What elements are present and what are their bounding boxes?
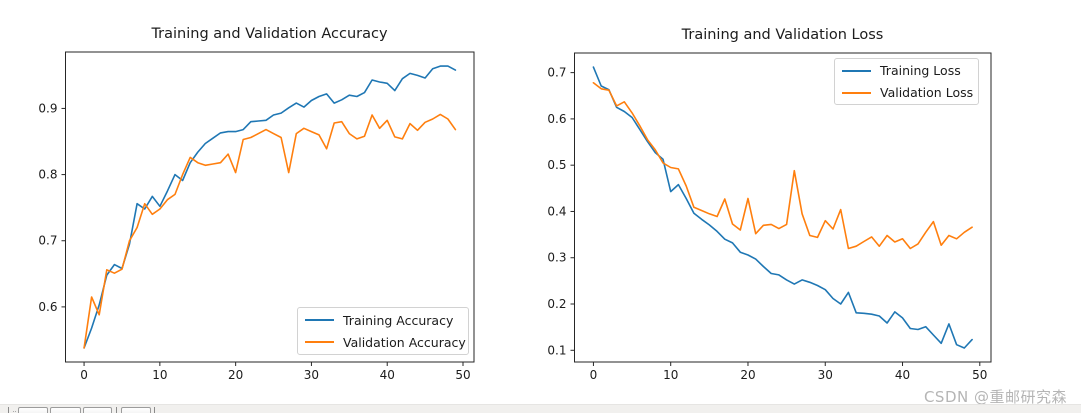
svg-text:0.2: 0.2: [547, 297, 566, 311]
csdn-watermark: CSDN @重邮研究森: [923, 388, 1067, 406]
svg-text:30: 30: [304, 368, 319, 382]
svg-text:10: 10: [152, 368, 167, 382]
loss-legend: Training Loss Validation Loss: [834, 58, 979, 105]
svg-text:0.7: 0.7: [547, 66, 566, 80]
taskbar-button[interactable]: [83, 407, 112, 413]
legend-row-validation-accuracy: Validation Accuracy: [298, 331, 468, 353]
validation-accuracy-line-sample: [305, 341, 334, 343]
svg-text:20: 20: [740, 368, 755, 382]
taskbar-button[interactable]: [121, 407, 151, 413]
taskbar-divider: [154, 407, 155, 413]
taskbar-strip: [0, 404, 1081, 413]
legend-label: Training Loss: [880, 63, 961, 78]
taskbar-button[interactable]: [18, 407, 48, 413]
svg-text:0.8: 0.8: [38, 168, 57, 182]
svg-text:50: 50: [455, 368, 470, 382]
validation-loss-line-sample: [842, 91, 871, 94]
loss-plot-title: Training and Validation Loss: [681, 27, 884, 43]
svg-text:0.6: 0.6: [547, 112, 566, 126]
svg-text:40: 40: [895, 368, 910, 382]
svg-text:0.9: 0.9: [38, 101, 57, 115]
svg-text:10: 10: [663, 368, 678, 382]
svg-text:0: 0: [80, 368, 88, 382]
taskbar-button[interactable]: [50, 407, 81, 413]
accuracy-plot-title: Training and Validation Accuracy: [151, 26, 388, 42]
svg-text:0.4: 0.4: [547, 204, 566, 218]
svg-text:0.3: 0.3: [547, 251, 566, 265]
svg-text:20: 20: [228, 368, 243, 382]
svg-text:0.1: 0.1: [547, 343, 566, 357]
training-accuracy-line-sample: [305, 319, 334, 321]
legend-label: Training Accuracy: [343, 312, 454, 328]
taskbar-grip-dot: [15, 411, 16, 412]
legend-label: Validation Accuracy: [343, 334, 466, 350]
svg-text:30: 30: [818, 368, 833, 382]
accuracy-legend: Training Accuracy Validation Accuracy: [297, 307, 469, 355]
legend-row-validation-loss: Validation Loss: [835, 82, 978, 104]
svg-text:50: 50: [972, 368, 987, 382]
legend-row-training-loss: Training Loss: [835, 60, 978, 82]
legend-row-training-accuracy: Training Accuracy: [298, 309, 468, 331]
svg-text:0.6: 0.6: [38, 300, 57, 314]
svg-text:0.5: 0.5: [547, 158, 566, 172]
svg-text:0: 0: [590, 368, 598, 382]
legend-label: Validation Loss: [880, 85, 974, 100]
taskbar-divider: [8, 407, 9, 413]
training-loss-line-sample: [842, 69, 871, 72]
svg-text:0.7: 0.7: [38, 234, 57, 248]
taskbar-grip-dot: [13, 411, 14, 412]
svg-text:40: 40: [380, 368, 395, 382]
taskbar-divider: [116, 407, 117, 413]
